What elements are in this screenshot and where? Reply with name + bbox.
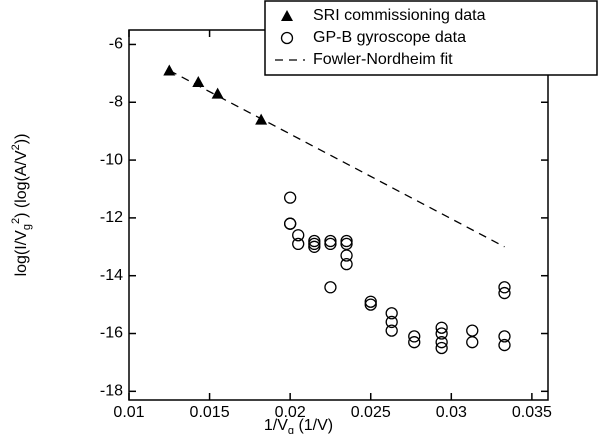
data-point [211,87,224,99]
data-point [435,327,448,340]
data-point [292,229,305,242]
data-point [284,191,297,204]
x-tick-label: 0.02 [275,404,306,421]
data-point [466,324,479,337]
data-point [364,298,377,311]
y-tick-label: -16 [100,325,123,342]
data-point [324,281,337,294]
data-point [385,307,398,320]
data-point [466,336,479,349]
x-tick-label: 0.015 [190,404,230,421]
data-point [435,341,448,355]
y-axis-label-part: )) [13,134,30,145]
data-point [435,321,448,334]
x-axis-label-part: g [288,425,294,434]
y-tick-label: -18 [100,383,123,400]
legend-marker [281,10,293,21]
data-point [340,234,353,248]
data-point [385,324,398,337]
legend-label: Fowler-Nordheim fit [313,51,453,68]
data-point [340,237,353,251]
data-point [435,336,448,349]
x-axis-label-part: 1/V [264,417,288,434]
data-point [498,286,511,300]
y-tick-label: -8 [109,93,123,110]
data-point [292,237,305,251]
y-axis-label: log(I/Vg2) (log(A/V2)) [10,134,33,277]
legend-label: SRI commissioning data [313,7,486,24]
y-axis-label-part: 2 [10,218,22,224]
data-point [324,234,337,248]
plot-frame [128,29,549,401]
x-axis-label-part: (1/V) [294,417,333,434]
data-point [163,64,176,76]
data-point [324,237,337,251]
x-tick-label: 0.01 [113,404,144,421]
y-tick-label: -14 [100,267,123,284]
data-point [364,295,377,308]
fit-line [168,69,505,248]
data-point [308,234,321,248]
data-point [408,330,421,343]
y-tick-label: -6 [109,36,123,53]
data-point [340,249,353,262]
x-tick-label: 0.025 [351,404,391,421]
data-point [498,281,511,294]
y-tick-label: -10 [100,151,123,168]
legend-marker [280,31,294,45]
y-axis-label-part: log(I/V [13,230,30,277]
y-axis-label-part: ) (log(A/V [13,150,30,218]
data-point [308,240,321,253]
x-tick-label: 0.03 [436,404,467,421]
data-point [385,315,398,329]
data-point [284,217,297,230]
y-tick-label: -12 [100,209,123,226]
data-point [498,338,511,352]
legend-label: GP-B gyroscope data [313,29,466,46]
legend-box [264,0,598,76]
data-point [308,237,321,251]
x-axis-label: 1/Vg (1/V) [264,417,333,434]
y-axis-label-part: 2 [10,144,22,150]
x-tick-label: 0.035 [512,404,552,421]
data-point [408,336,421,349]
y-axis-label-part: g [21,224,33,230]
data-point [498,330,511,343]
data-point [340,257,353,271]
